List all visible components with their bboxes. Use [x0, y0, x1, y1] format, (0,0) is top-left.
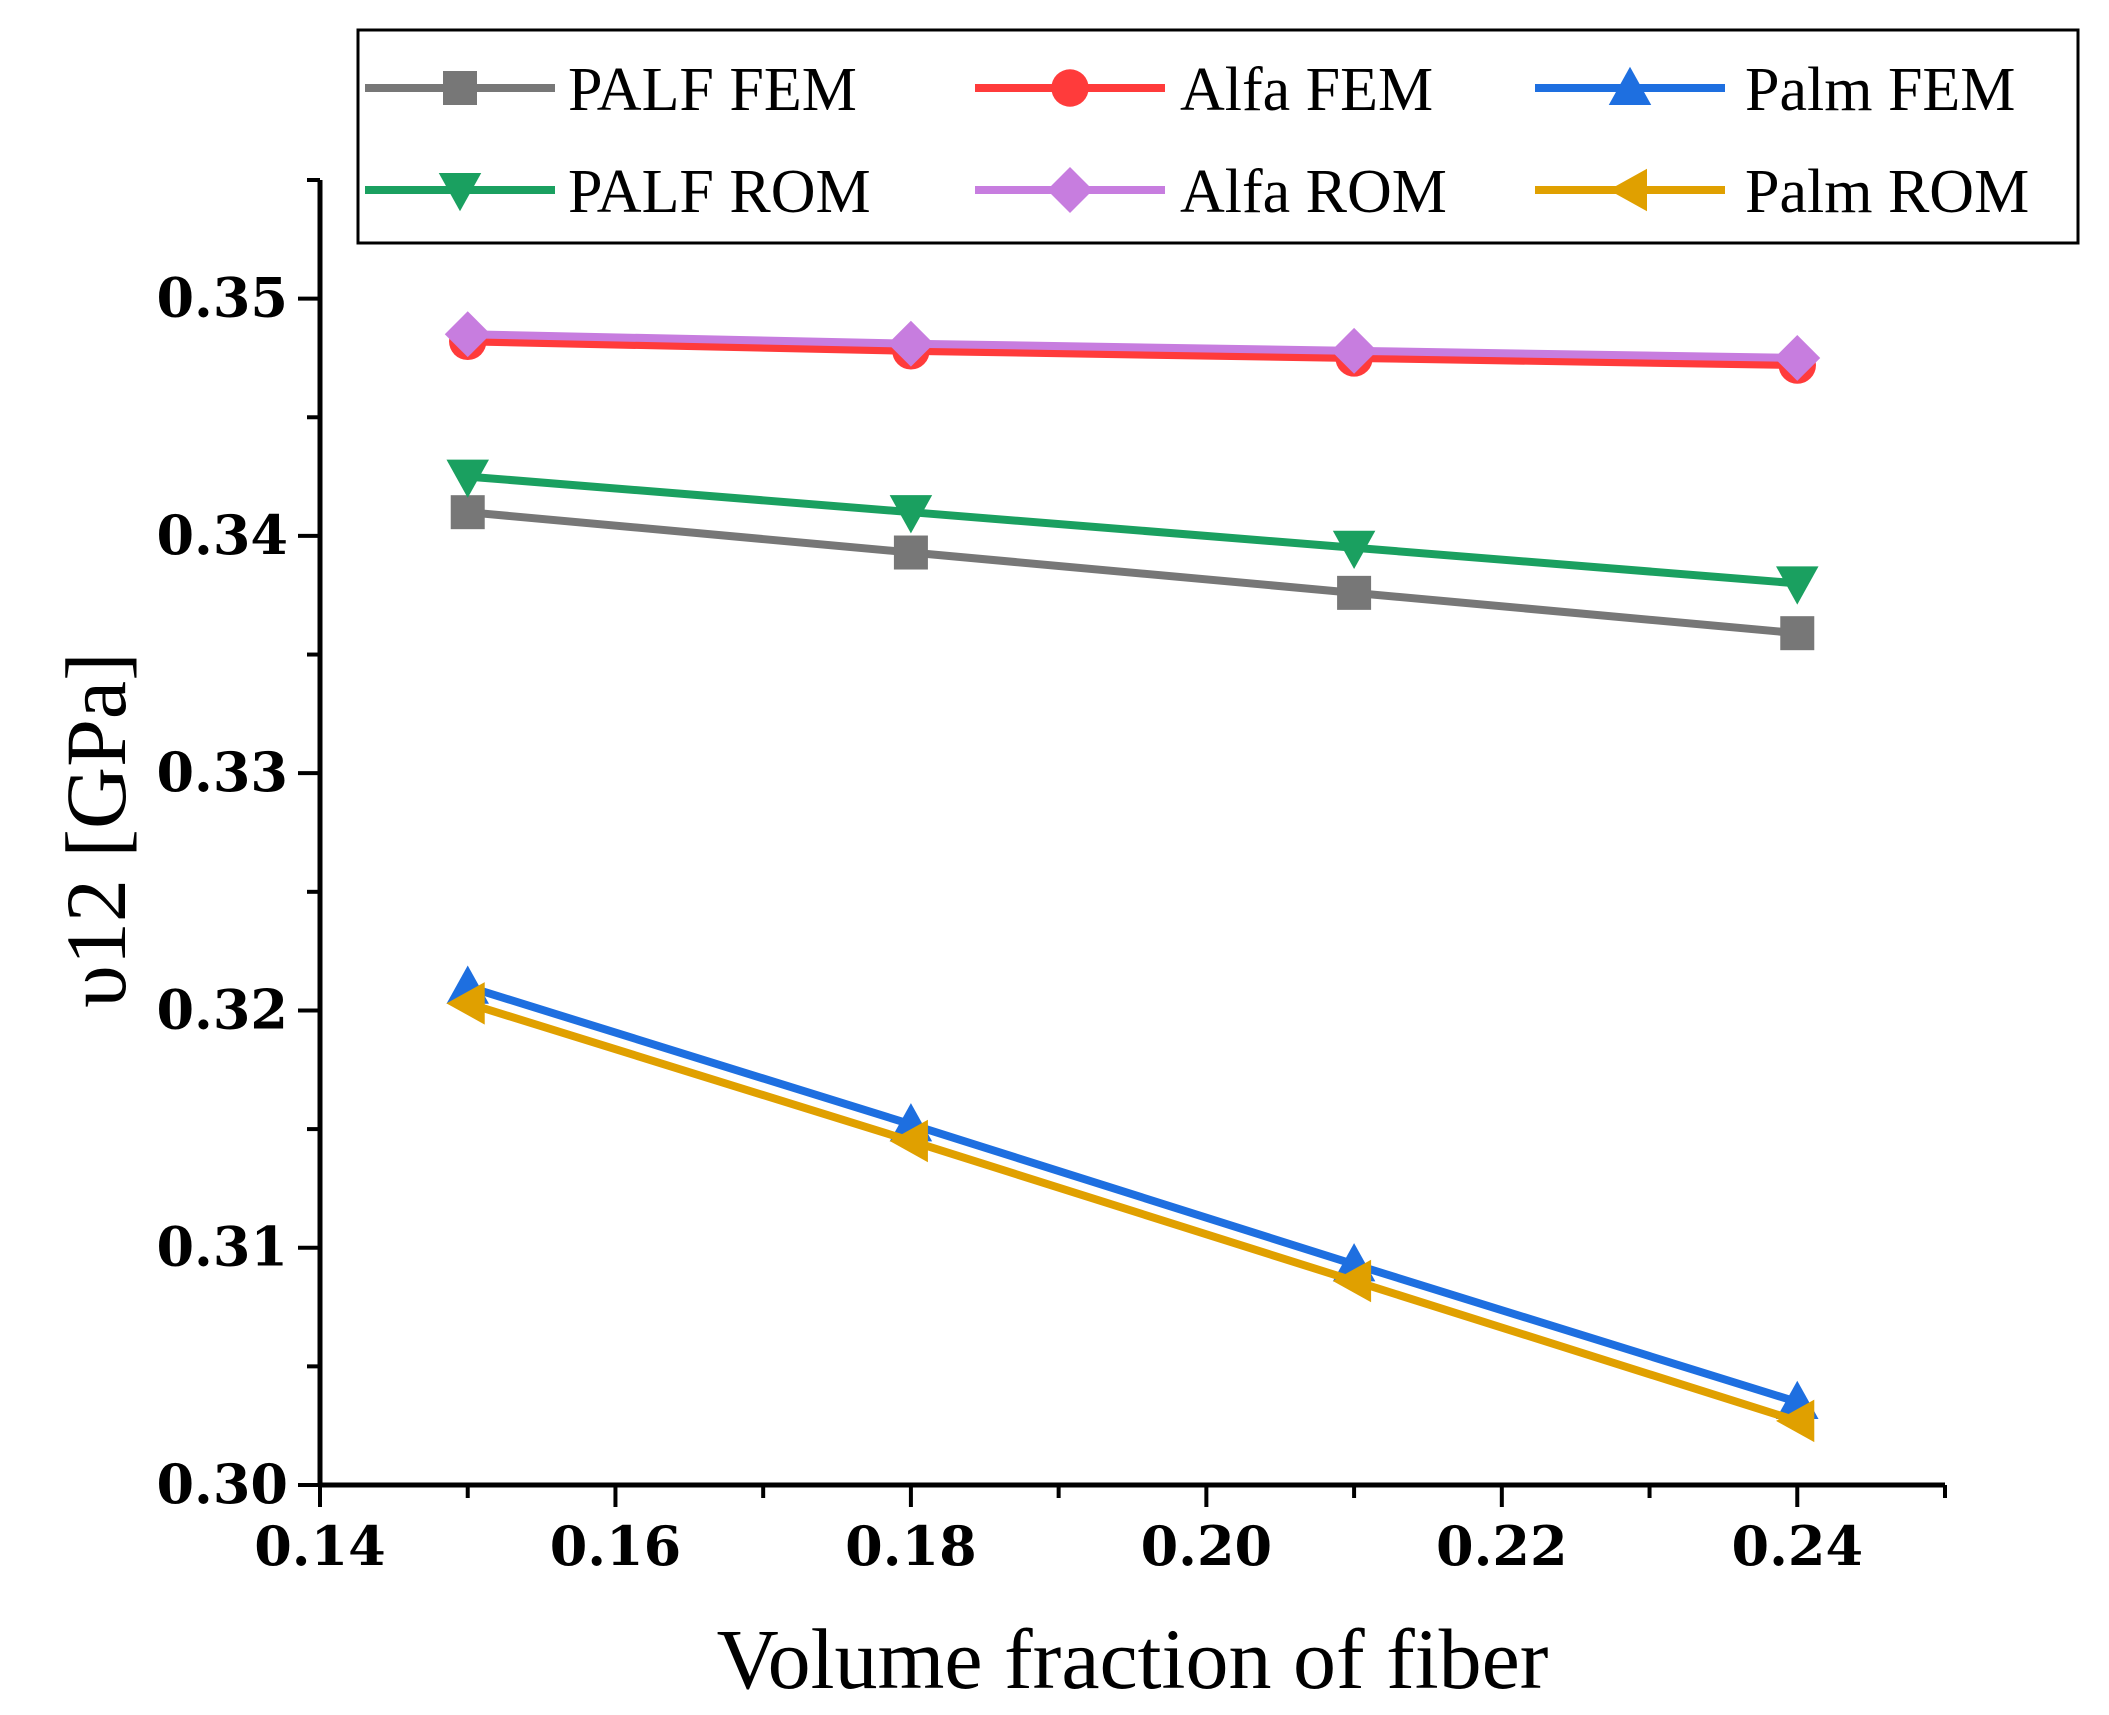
legend-item: Palm FEM	[1535, 56, 2015, 124]
x-tick-label: 0.20	[1141, 1514, 1273, 1578]
legend-item: PALF ROM	[365, 158, 871, 226]
legend-label: Alfa ROM	[1180, 158, 1447, 226]
x-tick-label: 0.16	[550, 1514, 682, 1578]
marker-diamond	[1774, 335, 1821, 381]
series-line	[467, 337, 1798, 370]
marker-triangle-left	[1332, 1259, 1372, 1303]
series-line	[467, 330, 1798, 362]
marker-square	[450, 495, 485, 530]
x-tick-label: 0.18	[845, 1514, 977, 1578]
marker-triangle-down	[1776, 566, 1819, 605]
marker-triangle-down	[438, 173, 482, 212]
y-tick-label: 0.34	[156, 503, 288, 567]
marker-diamond	[1047, 167, 1093, 213]
series-line	[466, 999, 1799, 1425]
marker-square	[1780, 616, 1815, 651]
marker-triangle-down	[889, 495, 933, 534]
marker-triangle-up	[1608, 66, 1652, 105]
legend-label: Palm FEM	[1745, 56, 2015, 124]
marker-diamond	[887, 320, 934, 367]
y-tick-label: 0.32	[156, 977, 288, 1041]
series-line	[467, 508, 1798, 638]
legend-label: Palm ROM	[1745, 158, 2029, 226]
series-layer	[444, 311, 1821, 1443]
legend-item: Palm ROM	[1535, 158, 2029, 226]
legend-item: Alfa FEM	[975, 56, 1433, 124]
marker-triangle-left	[1608, 168, 1647, 212]
series-palf-rom	[446, 459, 1819, 605]
series-palf-fem	[450, 495, 1815, 651]
marker-square	[893, 535, 928, 570]
marker-diamond	[1331, 327, 1378, 374]
legend-box	[356, 28, 2080, 245]
marker-triangle-left	[889, 1119, 928, 1163]
marker-triangle-down	[1332, 530, 1376, 570]
legend-item: Alfa ROM	[975, 158, 1447, 226]
marker-square	[443, 71, 477, 105]
marker-square	[1337, 575, 1372, 610]
legend-item: PALF FEM	[365, 56, 857, 124]
series-alfa-rom	[444, 311, 1821, 381]
series-palm-fem	[446, 965, 1819, 1419]
series-line	[467, 472, 1798, 588]
legend: PALF FEM Alfa FEM Palm FEM PALF ROM Alfa ROM…	[356, 28, 2080, 245]
legend-label: PALF FEM	[568, 56, 857, 124]
x-tick-label: 0.24	[1732, 1514, 1864, 1578]
y-axis-title: υ12 [GPa]	[48, 652, 144, 1007]
x-tick-label: 0.14	[254, 1514, 386, 1578]
legend-label: Alfa FEM	[1180, 56, 1433, 124]
series-line	[466, 982, 1799, 1406]
marker-circle	[1051, 69, 1089, 107]
x-tick-label: 0.22	[1436, 1514, 1568, 1578]
y-tick-label: 0.33	[156, 740, 288, 804]
y-tick-label: 0.31	[156, 1215, 288, 1279]
x-axis-title: Volume fraction of fiber	[717, 1611, 1549, 1707]
marker-triangle-left	[1776, 1399, 1815, 1443]
legend-label: PALF ROM	[568, 158, 871, 226]
marker-triangle-down	[446, 459, 489, 498]
marker-diamond	[444, 311, 491, 358]
marker-triangle-left	[446, 982, 485, 1025]
series-palm-rom	[446, 982, 1815, 1443]
y-tick-label: 0.35	[156, 266, 288, 330]
axes: 0.14 0.16 0.18 0.20 0.22 0.24 0.30 0.31 0.32 0.33…	[156, 178, 1947, 1578]
y-tick-label: 0.30	[156, 1452, 288, 1516]
